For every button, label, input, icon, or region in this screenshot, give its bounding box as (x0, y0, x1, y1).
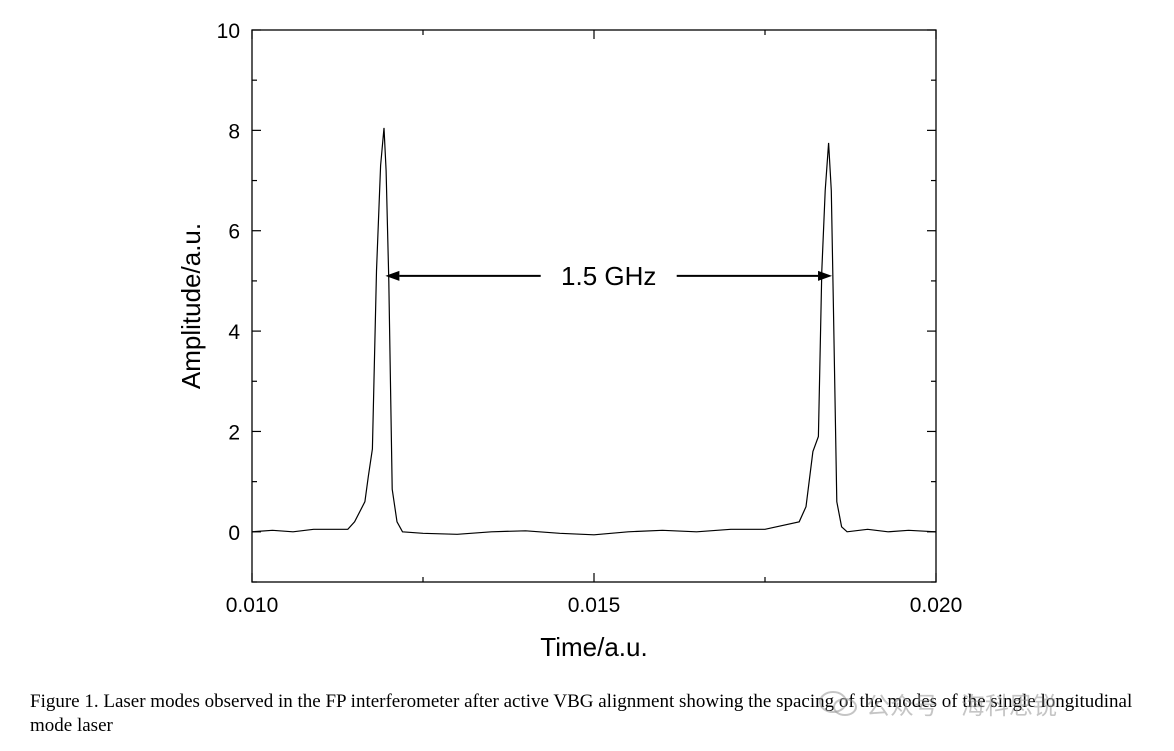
spacing-annotation: 1.5 GHz (385, 261, 833, 291)
arrowhead-left (385, 270, 400, 281)
arrowhead-right (818, 270, 833, 281)
y-tick-label: 4 (228, 321, 240, 344)
y-tick-label: 2 (228, 421, 240, 444)
x-tick-label: 0.020 (910, 594, 963, 617)
x-tick-label: 0.010 (226, 594, 279, 617)
y-axis-title: Amplitude/a.u. (176, 223, 206, 389)
y-tick-label: 8 (228, 120, 240, 143)
x-ticks: 0.010 0.015 0.020 (226, 30, 963, 617)
series-line (251, 127, 937, 536)
x-tick-label: 0.015 (568, 594, 621, 617)
y-ticks: 0 2 4 6 8 10 (217, 20, 936, 583)
y-tick-label: 0 (228, 522, 240, 545)
y-tick-label: 10 (217, 20, 240, 43)
x-axis-title: Time/a.u. (540, 632, 647, 662)
chart: 0.010 0.015 0.020 0 2 4 6 8 10 1.5 GHz Time/a.u… (176, 20, 963, 662)
annotation-label: 1.5 GHz (561, 261, 656, 291)
y-tick-label: 6 (228, 221, 240, 244)
figure-caption: Figure 1. Laser modes observed in the FP… (30, 691, 1133, 736)
